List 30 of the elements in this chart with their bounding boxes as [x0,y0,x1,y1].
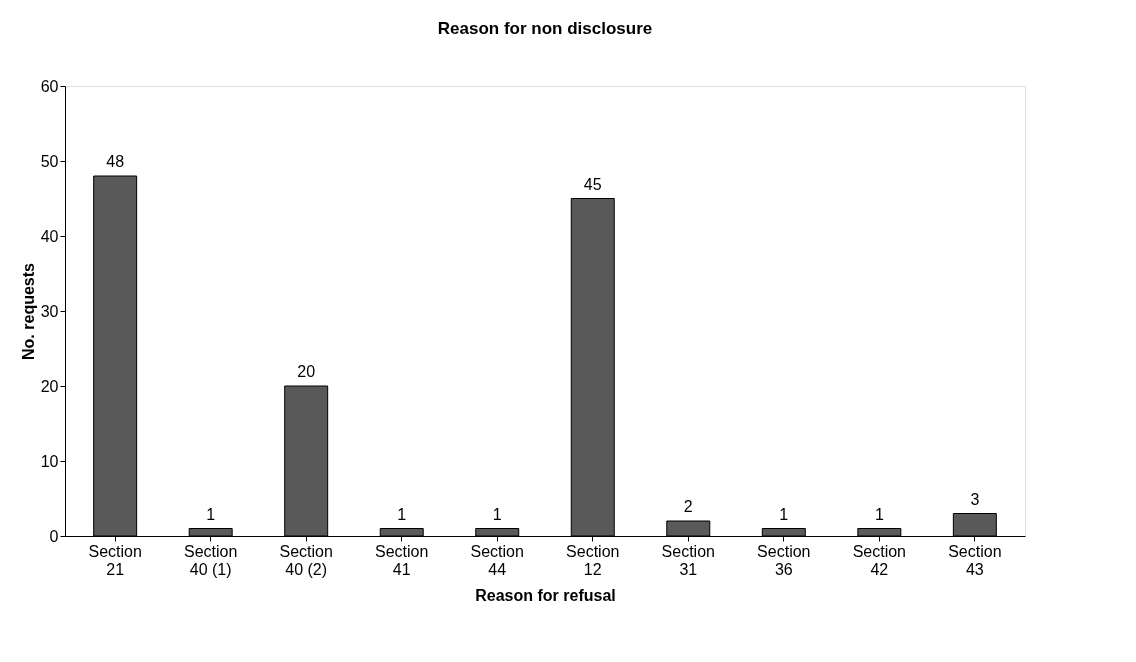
x-tick-label: Section 42 [852,542,907,578]
data-label: 1 [397,505,407,523]
data-label: 2 [683,498,693,515]
x-tick-label: Section 41 [375,542,429,578]
y-tick-label: 20 [40,377,59,395]
data-label: 1 [874,505,884,523]
chart-title: Reason for non disclosure [437,19,653,38]
y-tick-label: 40 [40,227,59,245]
y-tick-label: 10 [40,452,59,470]
data-label: 3 [970,490,980,508]
x-tick-label: Section 36 [757,542,811,578]
data-label: 45 [583,175,602,193]
y-tick-label: 0 [49,527,59,545]
y-tick-label: 60 [40,77,59,95]
x-tick-label: Section 21 [88,542,142,578]
y-tick-label: 50 [40,152,59,170]
x-tick-label: Section 31 [661,542,715,578]
x-tick-label: Section 12 [566,542,620,578]
x-tick-label: Section 44 [470,542,524,578]
data-label: 1 [779,505,789,523]
x-axis-title: Reason for refusal [475,586,616,604]
data-label: 1 [492,505,502,523]
data-label: 20 [297,363,316,380]
x-tick-label: Section 40 (2) [279,542,333,578]
y-tick-label: 30 [40,302,59,320]
y-axis-title: No. requests [19,262,37,360]
x-tick-label: Section 40 (1) [183,542,238,578]
data-label: 1 [206,505,216,523]
x-tick-label: Section 43 [948,542,1002,578]
data-label: 48 [106,153,125,170]
